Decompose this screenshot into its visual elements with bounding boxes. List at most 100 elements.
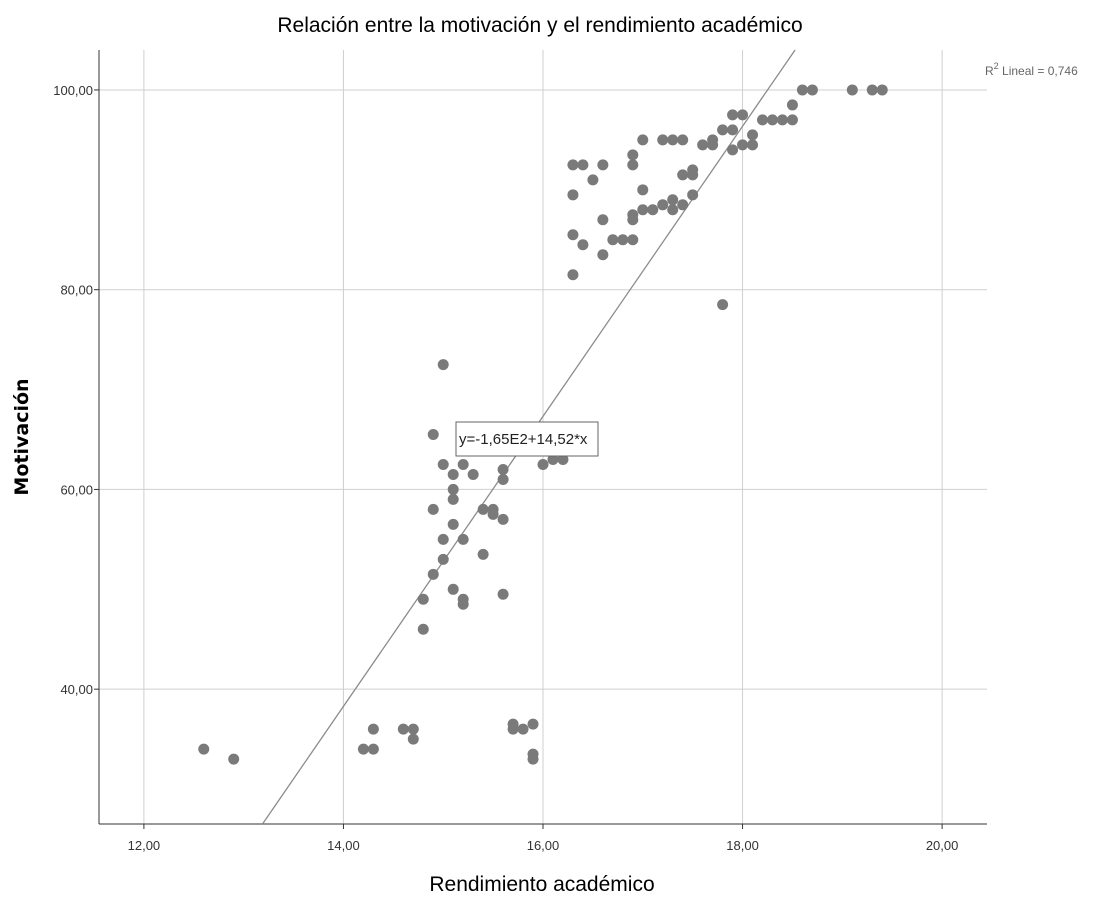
data-point [447, 518, 459, 530]
data-point [497, 473, 509, 485]
data-point [747, 139, 759, 151]
data-point [577, 159, 589, 171]
data-point [717, 299, 729, 311]
data-point [637, 184, 649, 196]
data-point [796, 84, 808, 96]
data-point [547, 453, 559, 465]
data-point [677, 199, 689, 211]
data-point [367, 743, 379, 755]
y-tick-label: 60,00 [60, 482, 93, 497]
data-point [707, 134, 719, 146]
data-point [737, 109, 749, 121]
data-point [567, 229, 579, 241]
data-point [577, 239, 589, 251]
data-point [507, 718, 519, 730]
data-point [427, 429, 439, 441]
data-point [357, 743, 369, 755]
data-point [537, 458, 549, 470]
data-point [417, 593, 429, 605]
data-point [737, 139, 749, 151]
data-point [607, 234, 619, 246]
data-point [447, 483, 459, 495]
y-tick-label: 80,00 [60, 283, 93, 298]
y-axis-ticks: 40,00 60,00 80,00 100,00 [53, 83, 99, 697]
data-point [447, 493, 459, 505]
data-point [717, 124, 729, 136]
data-point [786, 99, 798, 111]
data-point [497, 588, 509, 600]
data-point [786, 114, 798, 126]
gridlines [99, 50, 987, 824]
data-point [657, 199, 669, 211]
data-point [198, 743, 210, 755]
data-point [637, 204, 649, 216]
data-point [677, 134, 689, 146]
data-point [727, 109, 739, 121]
data-point [876, 84, 888, 96]
data-point [687, 189, 699, 201]
data-point [527, 718, 539, 730]
data-point [727, 124, 739, 136]
data-point [437, 359, 449, 371]
data-point [727, 144, 739, 156]
data-point [427, 503, 439, 515]
data-point [627, 159, 639, 171]
data-point [457, 533, 469, 545]
x-tick-label: 16,00 [527, 838, 560, 853]
data-point [597, 159, 609, 171]
data-point [776, 114, 788, 126]
data-points [198, 84, 888, 765]
data-point [437, 458, 449, 470]
data-point [497, 513, 509, 525]
data-point [627, 149, 639, 161]
data-point [627, 234, 639, 246]
data-point [557, 453, 569, 465]
chart-title: Relación entre la motivación y el rendim… [277, 14, 802, 37]
data-point [587, 174, 599, 186]
data-point [477, 548, 489, 560]
data-point [527, 748, 539, 760]
data-point [367, 723, 379, 735]
data-point [617, 234, 629, 246]
y-axis-title: Motivación [11, 378, 33, 495]
data-point [677, 169, 689, 181]
data-point [687, 164, 699, 176]
data-point [457, 593, 469, 605]
data-point [447, 583, 459, 595]
data-point [667, 134, 679, 146]
data-point [467, 468, 479, 480]
fit-equation-label: y=-1,65E2+14,52*x [459, 431, 588, 448]
x-axis-ticks: 12,00 14,00 16,00 18,00 20,00 [128, 824, 959, 853]
data-point [457, 458, 469, 470]
data-point [477, 503, 489, 515]
data-point [627, 209, 639, 221]
x-axis-title: Rendimiento académico [429, 873, 654, 896]
data-point [497, 463, 509, 475]
data-point [487, 503, 499, 515]
x-tick-label: 18,00 [726, 838, 759, 853]
data-point [597, 214, 609, 226]
data-point [228, 753, 240, 765]
data-point [407, 723, 419, 735]
x-tick-label: 20,00 [926, 838, 959, 853]
data-point [766, 114, 778, 126]
data-point [667, 204, 679, 216]
data-point [866, 84, 878, 96]
data-point [567, 159, 579, 171]
data-point [697, 139, 709, 151]
data-point [597, 249, 609, 261]
data-point [407, 733, 419, 745]
y-tick-label: 40,00 [60, 682, 93, 697]
data-point [637, 134, 649, 146]
y-tick-label: 100,00 [53, 83, 93, 98]
data-point [747, 129, 759, 141]
data-point [427, 568, 439, 580]
data-point [437, 533, 449, 545]
data-point [657, 134, 669, 146]
data-point [447, 468, 459, 480]
x-tick-label: 14,00 [327, 838, 360, 853]
x-tick-label: 12,00 [128, 838, 161, 853]
data-point [667, 194, 679, 206]
data-point [567, 189, 579, 201]
